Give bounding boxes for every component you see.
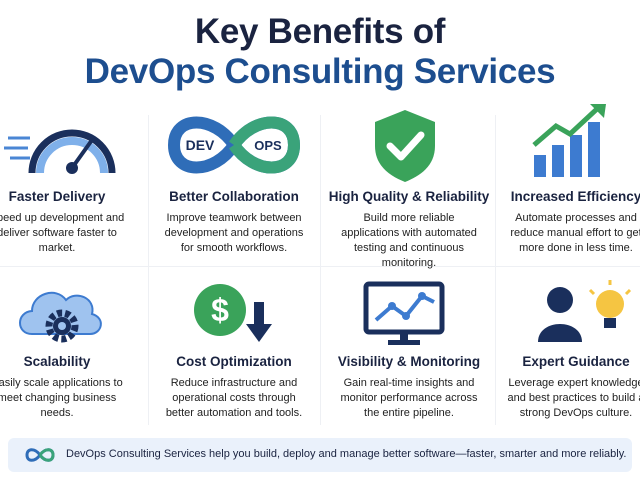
footer: DevOps Consulting Services help you buil… (8, 438, 632, 472)
separator (495, 115, 496, 425)
title-line1: Key Benefits of (194, 12, 446, 51)
icon-label: DEV (186, 137, 215, 153)
card-description: Automate processes and reduce manual eff… (510, 212, 640, 254)
separator (320, 115, 321, 425)
card-description: Improve teamwork between development and… (164, 212, 304, 254)
icon-label: $ (211, 292, 229, 328)
card-title: Better Collaboration (169, 189, 299, 204)
card: Faster Delivery Speed up development and … (0, 189, 147, 256)
card-title: Faster Delivery (8, 189, 106, 204)
monitor-icon (363, 281, 445, 345)
card-description: Speed up development and deliver softwar… (0, 212, 125, 254)
card-description: Leverage expert knowledge and best pract… (507, 377, 640, 419)
card-title: Increased Efficiency (510, 189, 640, 204)
card-description: Easily scale applications to meet changi… (0, 377, 123, 419)
card-description: Build more reliable applications with au… (341, 212, 477, 269)
devops-infinity-icon: DEV OPS (167, 116, 301, 174)
card: Scalability Easily scale applications to … (0, 354, 147, 421)
card: Cost Optimization Reduce infrastructure a… (144, 354, 324, 421)
card: High Quality & Reliability Build more rel… (319, 189, 499, 271)
card-title: Expert Guidance (522, 354, 630, 369)
title-line2: DevOps Consulting Services (84, 52, 556, 91)
card-description: Reduce infrastructure and operational co… (165, 377, 303, 419)
separator (148, 115, 149, 425)
cloud-gear-icon (19, 291, 102, 343)
card: Visibility & Monitoring Gain real-time in… (319, 354, 499, 421)
card: Increased Efficiency Automate processes a… (486, 189, 640, 256)
card-title: High Quality & Reliability (328, 189, 490, 204)
card-title: Visibility & Monitoring (337, 354, 481, 369)
card: Better Collaboration Improve teamwork bet… (144, 189, 324, 256)
growth-chart-icon (532, 104, 606, 177)
speedometer-icon (4, 129, 116, 174)
icon-label: OPS (254, 138, 282, 153)
cost-icon: $ (194, 284, 272, 342)
card-title: Scalability (23, 354, 91, 369)
footer-icon (25, 448, 55, 462)
shield-icon (375, 110, 435, 182)
separator (0, 266, 640, 267)
card: Expert Guidance Leverage expert knowledge… (486, 354, 640, 421)
card-title: Cost Optimization (176, 354, 292, 369)
expert-icon (538, 280, 632, 342)
footer-text: DevOps Consulting Services help you buil… (66, 448, 627, 460)
card-description: Gain real-time insights and monitor perf… (340, 377, 478, 419)
